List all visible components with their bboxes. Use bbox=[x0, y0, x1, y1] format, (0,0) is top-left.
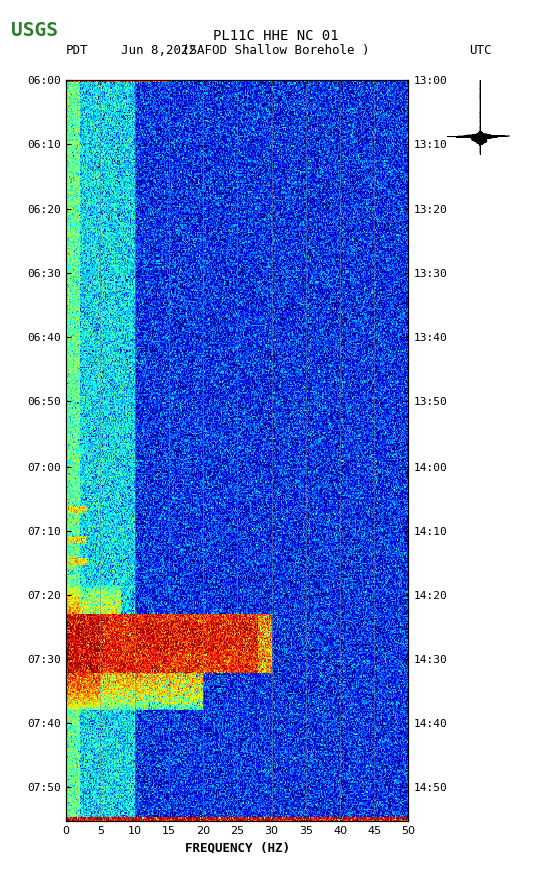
Text: USGS: USGS bbox=[11, 21, 58, 39]
X-axis label: FREQUENCY (HZ): FREQUENCY (HZ) bbox=[185, 841, 290, 854]
Text: Jun 8,2022: Jun 8,2022 bbox=[121, 44, 197, 56]
Text: (SAFOD Shallow Borehole ): (SAFOD Shallow Borehole ) bbox=[182, 44, 370, 56]
Text: UTC: UTC bbox=[469, 44, 491, 56]
Text: PL11C HHE NC 01: PL11C HHE NC 01 bbox=[213, 29, 339, 43]
Text: PDT: PDT bbox=[66, 44, 89, 56]
